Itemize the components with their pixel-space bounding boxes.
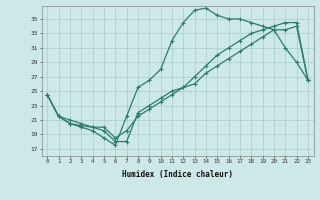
- X-axis label: Humidex (Indice chaleur): Humidex (Indice chaleur): [122, 170, 233, 179]
